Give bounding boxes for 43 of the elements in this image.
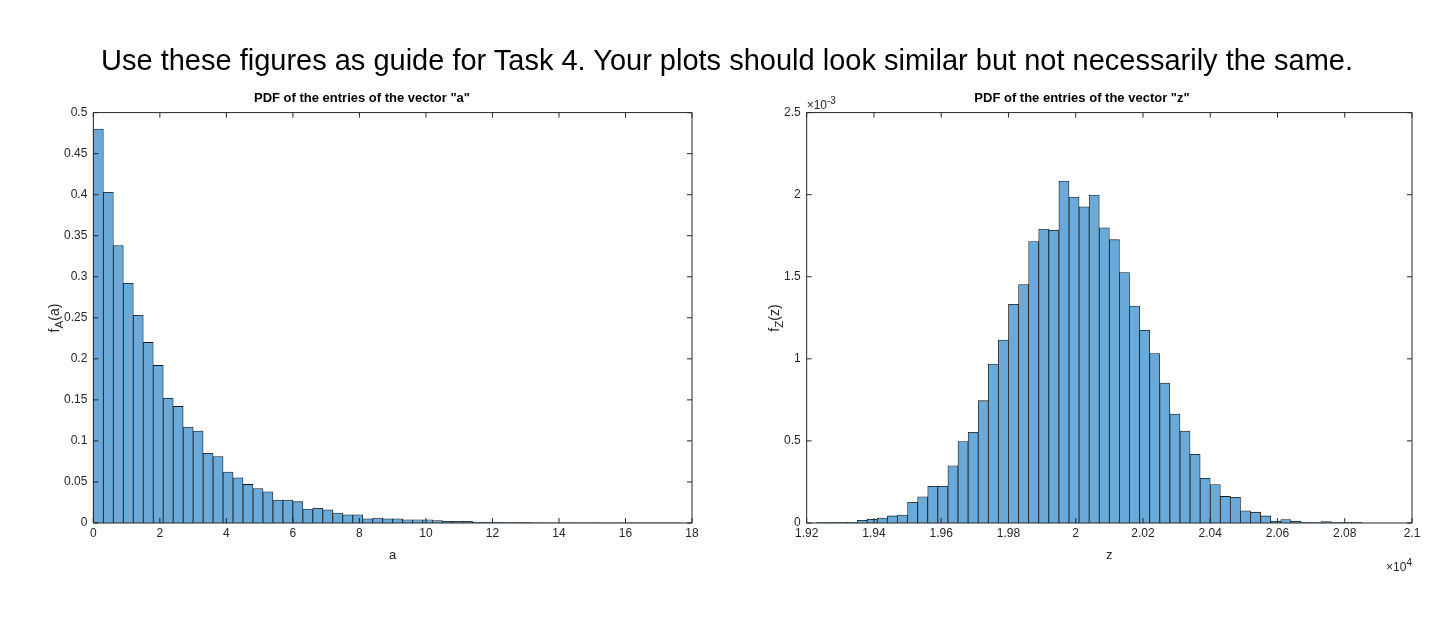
y-tick-label: 2.5 (783, 104, 801, 119)
x-tick-label: 2 (156, 525, 164, 540)
x-tick-label: 12 (485, 525, 500, 540)
x-tick-label: 16 (618, 525, 633, 540)
text: Use these figures as guide for Task 4. Your plots should look similar but not necessarily the same. (100, 43, 1354, 77)
y-tick-label: 0.25 (64, 310, 88, 325)
y-tick-label: 0 (80, 515, 88, 530)
y-tick-label: 1 (793, 351, 801, 366)
chart-title: PDF of the entries of the vector "a" (253, 90, 471, 106)
x-tick-label: 0 (90, 525, 98, 540)
chart-title: PDF of the entries of the vector "z" (974, 90, 1190, 106)
x-axis-title: z (1106, 546, 1113, 562)
x-tick-label: 2.02 (1131, 525, 1155, 540)
x-tick-label: 1.94 (862, 525, 886, 540)
x-tick-label: 2.1 (1403, 525, 1421, 540)
x-tick-label: 8 (356, 525, 364, 540)
x-axis-title: a (389, 546, 398, 562)
x-tick-label: 1.92 (795, 525, 819, 540)
y-tick-label: 0.3 (70, 269, 88, 284)
y-tick-label: 2 (793, 186, 801, 201)
x-tick-label: 1.96 (929, 525, 954, 540)
text: ×10$^{-3}$ (806, 94, 836, 112)
y-tick-label: 0.5 (70, 104, 88, 119)
y-tick-label: 1.5 (783, 269, 801, 284)
x-tick-label: 10 (419, 525, 433, 540)
x-tick-label: 1.98 (996, 525, 1021, 540)
y-tick-label: 0.05 (64, 474, 88, 489)
y-tick-label: 0.4 (70, 186, 88, 201)
x-tick-label: 6 (289, 525, 297, 540)
x-tick-label: 2 (1072, 525, 1080, 540)
x-tick-label: 14 (552, 525, 566, 540)
x-tick-label: 2.06 (1265, 525, 1290, 540)
y-tick-label: 0.1 (70, 433, 88, 448)
x-tick-label: 2.08 (1333, 525, 1357, 540)
y-tick-label: 0.5 (783, 433, 801, 448)
x-tick-label: 18 (685, 525, 699, 540)
y-tick-label: 0.2 (70, 351, 88, 366)
y-tick-label: 0.15 (64, 392, 88, 407)
text: ×10$^{4}$ (1386, 557, 1412, 574)
y-tick-label: 0.45 (64, 145, 88, 160)
y-tick-label: 0.35 (64, 228, 88, 243)
x-tick-label: 4 (223, 525, 231, 540)
x-tick-label: 2.04 (1198, 525, 1223, 540)
